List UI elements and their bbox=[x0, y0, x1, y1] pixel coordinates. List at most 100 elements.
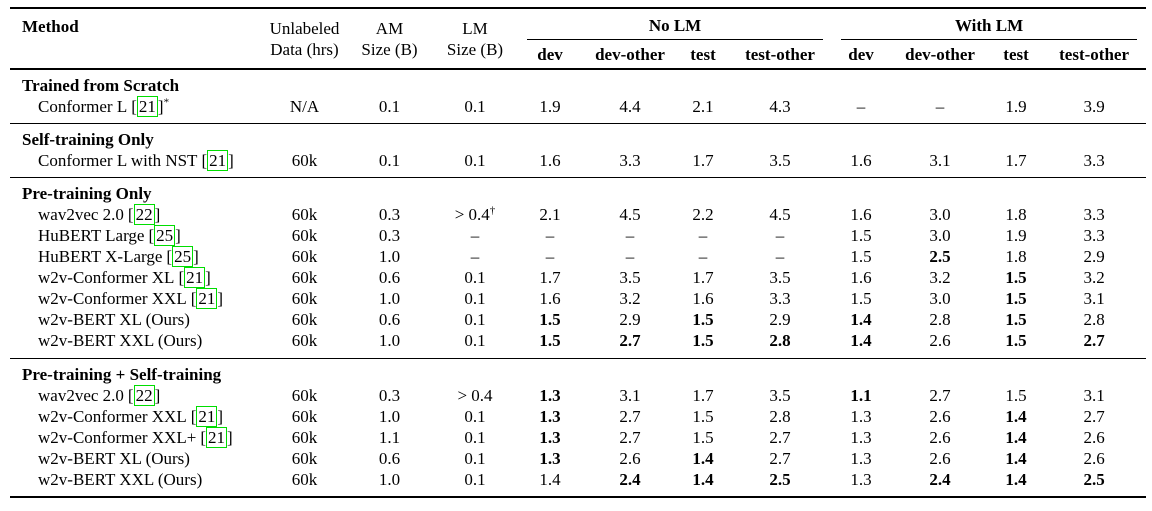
method-cell: w2v-Conformer XXL+[21] bbox=[38, 427, 233, 448]
cell-withlm-test-other: 3.1 bbox=[1083, 289, 1105, 308]
cell-lm-size: 0.1 bbox=[464, 428, 486, 447]
cell-nolm-test-other: 2.7 bbox=[769, 449, 791, 468]
cell-withlm-dev-other: 3.0 bbox=[929, 205, 951, 224]
citation-link[interactable]: [22] bbox=[127, 204, 161, 225]
cell-nolm-test-other: 2.5 bbox=[769, 470, 791, 489]
col-header-withlm-dev: dev bbox=[848, 44, 874, 64]
cell-withlm-dev-other: – bbox=[935, 97, 945, 116]
cell-nolm-dev-other: 2.7 bbox=[619, 428, 641, 447]
table-row: w2v-BERT XL (Ours) 60k 0.6 0.1 1.5 2.9 1… bbox=[10, 309, 1146, 330]
cell-am-size: 1.0 bbox=[378, 289, 401, 308]
cell-withlm-test: 1.7 bbox=[1005, 151, 1027, 170]
section-title: Trained from Scratch bbox=[22, 76, 180, 95]
cell-lm-size: > 0.4† bbox=[454, 204, 496, 224]
cell-unlabeled: 60k bbox=[291, 289, 318, 308]
cell-lm-size: 0.1 bbox=[464, 289, 486, 308]
citation-link[interactable]: [21] bbox=[178, 267, 211, 288]
col-header-nolm-test: test bbox=[690, 44, 716, 64]
cell-nolm-dev: 1.3 bbox=[539, 449, 561, 468]
cell-nolm-test-other: 3.5 bbox=[769, 386, 791, 405]
col-header-withlm-dev-other: dev-other bbox=[905, 44, 975, 64]
citation-link[interactable]: [21] bbox=[190, 406, 224, 427]
cell-unlabeled: 60k bbox=[291, 407, 318, 426]
cell-lm-size: > 0.4 bbox=[457, 386, 493, 405]
cell-am-size: 0.3 bbox=[378, 386, 401, 405]
cell-withlm-dev: 1.6 bbox=[850, 151, 872, 170]
section-self-training-only: Self-training Only Conformer L with NST[… bbox=[10, 123, 1147, 178]
cell-withlm-dev-other: 2.4 bbox=[929, 470, 951, 489]
cell-withlm-test: 1.5 bbox=[1005, 310, 1027, 329]
table-row: w2v-BERT XXL (Ours) 60k 1.0 0.1 1.4 2.4 … bbox=[10, 469, 1146, 497]
cell-lm-size: 0.1 bbox=[464, 97, 486, 116]
method-cell: w2v-BERT XXL (Ours) bbox=[38, 331, 203, 350]
cell-nolm-test: – bbox=[698, 226, 708, 245]
cell-withlm-dev-other: 2.6 bbox=[929, 407, 951, 426]
cell-unlabeled: 60k bbox=[291, 310, 318, 329]
cell-unlabeled: 60k bbox=[291, 386, 318, 405]
method-cell: HuBERT X-Large[25] bbox=[38, 246, 199, 267]
cell-lm-size: 0.1 bbox=[464, 407, 486, 426]
cell-lm-size: 0.1 bbox=[464, 449, 486, 468]
method-cell: HuBERT Large[25] bbox=[38, 225, 181, 246]
citation-link[interactable]: [21] bbox=[201, 150, 234, 171]
cell-nolm-test-other: 4.5 bbox=[769, 205, 791, 224]
cell-unlabeled: 60k bbox=[291, 449, 318, 468]
cell-am-size: 1.0 bbox=[378, 247, 401, 266]
cell-nolm-dev-other: – bbox=[625, 247, 635, 266]
method-cell: Conformer L[21]* bbox=[38, 96, 170, 117]
cell-nolm-dev: 2.1 bbox=[539, 205, 561, 224]
cell-nolm-test: 1.5 bbox=[692, 331, 714, 350]
citation-link[interactable]: [25] bbox=[166, 246, 199, 267]
col-header-nolm-test-other: test-other bbox=[745, 44, 815, 64]
cell-nolm-test: 1.7 bbox=[692, 151, 714, 170]
col-header-unlabeled-data: Unlabeled Data (hrs) bbox=[269, 18, 340, 59]
cell-lm-size: 0.1 bbox=[464, 331, 486, 350]
cell-withlm-dev: 1.5 bbox=[850, 247, 872, 266]
table-row: w2v-BERT XXL (Ours) 60k 1.0 0.1 1.5 2.7 … bbox=[10, 330, 1146, 359]
method-cell: Conformer L with NST[21] bbox=[38, 150, 234, 171]
cell-withlm-test-other: 2.6 bbox=[1083, 449, 1105, 468]
cell-withlm-dev: 1.5 bbox=[850, 289, 872, 308]
cell-withlm-dev: 1.6 bbox=[850, 268, 872, 287]
cell-am-size: 0.6 bbox=[378, 449, 401, 468]
cell-unlabeled: 60k bbox=[291, 331, 318, 350]
cell-nolm-test: 1.5 bbox=[692, 310, 714, 329]
cell-withlm-dev: 1.6 bbox=[850, 205, 872, 224]
cell-am-size: 0.3 bbox=[378, 226, 401, 245]
cell-nolm-test: 1.6 bbox=[692, 289, 714, 308]
method-cell: w2v-Conformer XXL[21] bbox=[38, 288, 224, 309]
citation-link[interactable]: [21] bbox=[131, 96, 164, 117]
cell-unlabeled: 60k bbox=[291, 428, 318, 447]
cell-am-size: 0.1 bbox=[378, 97, 401, 116]
cell-nolm-dev-other: 4.4 bbox=[619, 97, 641, 116]
method-cell: wav2vec 2.0[22] bbox=[38, 204, 161, 225]
citation-link[interactable]: [25] bbox=[148, 225, 181, 246]
cell-lm-size: – bbox=[470, 247, 480, 266]
cell-withlm-test-other: 2.7 bbox=[1083, 331, 1105, 350]
footnote-marker: * bbox=[163, 96, 170, 109]
table-row: HuBERT Large[25] 60k 0.3 – – – – – 1.5 3… bbox=[10, 225, 1146, 246]
cell-nolm-dev: – bbox=[545, 226, 555, 245]
cell-withlm-dev: 1.3 bbox=[850, 428, 872, 447]
citation-link[interactable]: [21] bbox=[190, 288, 224, 309]
cell-withlm-dev: 1.1 bbox=[850, 386, 872, 405]
table-header: Method Unlabeled Data (hrs) AM Size (B) … bbox=[10, 8, 1147, 69]
cell-withlm-test-other: 2.9 bbox=[1083, 247, 1105, 266]
citation-link[interactable]: [21] bbox=[200, 427, 233, 448]
cell-nolm-dev-other: 4.5 bbox=[619, 205, 641, 224]
table-row: HuBERT X-Large[25] 60k 1.0 – – – – – 1.5… bbox=[10, 246, 1146, 267]
cell-am-size: 1.0 bbox=[378, 470, 401, 489]
cell-withlm-test: 1.4 bbox=[1005, 428, 1027, 447]
citation-link[interactable]: [22] bbox=[127, 385, 161, 406]
cell-nolm-dev: 1.6 bbox=[539, 289, 561, 308]
cell-nolm-test: 2.1 bbox=[692, 97, 714, 116]
cell-nolm-test: 1.7 bbox=[692, 268, 714, 287]
section-pre-training-only: Pre-training Only wav2vec 2.0[22] 60k 0.… bbox=[10, 177, 1147, 359]
cell-am-size: 0.1 bbox=[378, 151, 401, 170]
cell-nolm-dev-other: – bbox=[625, 226, 635, 245]
col-header-am-size: AM Size (B) bbox=[361, 18, 418, 59]
cell-withlm-dev: 1.3 bbox=[850, 449, 872, 468]
cell-unlabeled: 60k bbox=[291, 268, 318, 287]
cell-withlm-test-other: 2.6 bbox=[1083, 428, 1105, 447]
cell-nolm-dev: 1.3 bbox=[539, 386, 561, 405]
